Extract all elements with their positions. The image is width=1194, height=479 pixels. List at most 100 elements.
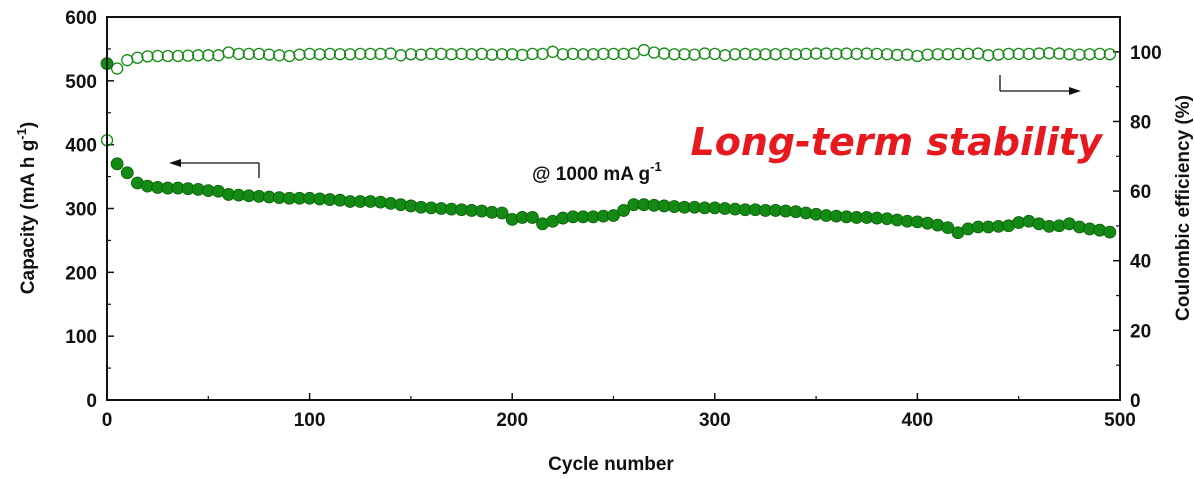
x-tick-label: 100: [294, 410, 326, 431]
efficiency-point: [911, 49, 924, 63]
capacity-point: [495, 206, 509, 220]
efficiency-point: [931, 48, 944, 61]
efficiency-point: [850, 47, 863, 61]
efficiency-point: [222, 46, 235, 59]
efficiency-point: [901, 48, 914, 61]
capacity-point: [617, 204, 631, 217]
efficiency-point: [161, 49, 174, 63]
efficiency-point: [566, 47, 580, 61]
efficiency-point: [1053, 47, 1066, 60]
efficiency-point: [323, 47, 337, 61]
efficiency-point: [789, 48, 802, 61]
efficiency-point: [809, 47, 823, 60]
efficiency-point: [597, 47, 610, 61]
efficiency-point: [384, 47, 397, 60]
efficiency-point: [779, 47, 792, 61]
efficiency-point: [141, 50, 154, 63]
efficiency-point: [364, 47, 377, 61]
efficiency-point: [1032, 47, 1046, 60]
efficiency-point: [404, 48, 418, 61]
efficiency-point: [242, 47, 255, 61]
capacity-series: [100, 57, 1117, 240]
x-tick-label: 400: [902, 410, 934, 431]
capacity-point: [120, 166, 134, 180]
efficiency-point: [1073, 48, 1086, 61]
efficiency-point: [1042, 47, 1056, 60]
efficiency-point: [941, 48, 954, 61]
efficiency-point: [870, 47, 884, 61]
efficiency-point: [617, 47, 630, 61]
tick-labels: 0 100 200 300 400 500010020030040050060002040…: [65, 8, 1161, 431]
efficiency-point: [688, 48, 701, 61]
efficiency-point: [151, 49, 164, 63]
efficiency-point: [202, 49, 215, 62]
efficiency-point: [465, 48, 478, 61]
chart-title: Long-term stability: [691, 120, 1105, 164]
efficiency-point: [961, 47, 975, 61]
efficiency-point: [820, 47, 833, 60]
efficiency-point: [921, 48, 934, 61]
efficiency-point: [830, 47, 843, 61]
efficiency-point: [637, 43, 651, 57]
efficiency-point: [1022, 47, 1035, 61]
efficiency-point: [374, 47, 387, 61]
y-right-tick-label: 20: [1130, 321, 1151, 342]
efficiency-point: [668, 48, 681, 61]
efficiency-point: [313, 48, 326, 61]
efficiency-point: [799, 47, 813, 61]
x-axis-title: Cycle number: [548, 454, 674, 475]
capacity-point: [941, 221, 955, 235]
efficiency-point: [627, 47, 640, 60]
y-right-tick-label: 100: [1130, 43, 1162, 64]
efficiency-point: [171, 49, 185, 63]
efficiency-point: [303, 47, 316, 61]
x-tick-label: 300: [699, 410, 731, 431]
efficiency-point: [972, 47, 985, 60]
efficiency-point: [759, 48, 772, 61]
efficiency-point: [445, 48, 458, 61]
efficiency-point: [495, 48, 509, 61]
efficiency-point: [890, 48, 904, 62]
efficiency-point: [951, 47, 965, 61]
y-left-tick-label: 0: [86, 391, 97, 412]
efficiency-point: [647, 46, 661, 59]
efficiency-point: [414, 48, 428, 61]
y-right-tick-label: 0: [1130, 391, 1141, 412]
efficiency-point: [1083, 48, 1096, 61]
efficiency-point: [658, 47, 671, 60]
efficiency-point: [212, 49, 225, 62]
capacity-point: [526, 211, 539, 224]
efficiency-point: [354, 47, 367, 61]
left-axis-arrow: [169, 159, 260, 178]
capacity-point: [607, 209, 620, 222]
y-left-tick-label: 300: [65, 200, 97, 221]
efficiency-point: [587, 48, 600, 61]
y-left-tick-label: 100: [65, 327, 97, 348]
efficiency-point: [262, 48, 276, 61]
efficiency-point: [992, 48, 1005, 61]
efficiency-point: [232, 47, 245, 61]
y-right-tick-label: 60: [1130, 182, 1151, 203]
efficiency-point: [394, 49, 407, 62]
efficiency-point: [718, 49, 732, 62]
efficiency-point: [475, 47, 488, 61]
efficiency-series: [100, 43, 1117, 147]
efficiency-point: [343, 48, 357, 61]
capacity-point: [1103, 225, 1117, 239]
efficiency-point: [1002, 47, 1015, 61]
efficiency-point: [435, 47, 448, 61]
efficiency-point: [252, 47, 266, 61]
efficiency-point: [739, 47, 752, 61]
right-axis-arrow: [999, 75, 1081, 95]
efficiency-point: [860, 47, 873, 60]
efficiency-point: [110, 62, 124, 75]
plot-frame: [106, 16, 1121, 401]
y-left-tick-label: 200: [65, 263, 97, 284]
y-left-tick-label: 400: [65, 136, 97, 157]
efficiency-point: [982, 49, 995, 62]
efficiency-point: [728, 48, 742, 61]
efficiency-point: [1093, 47, 1106, 61]
efficiency-point: [1063, 48, 1076, 61]
efficiency-point: [576, 48, 590, 61]
efficiency-point: [181, 49, 195, 62]
